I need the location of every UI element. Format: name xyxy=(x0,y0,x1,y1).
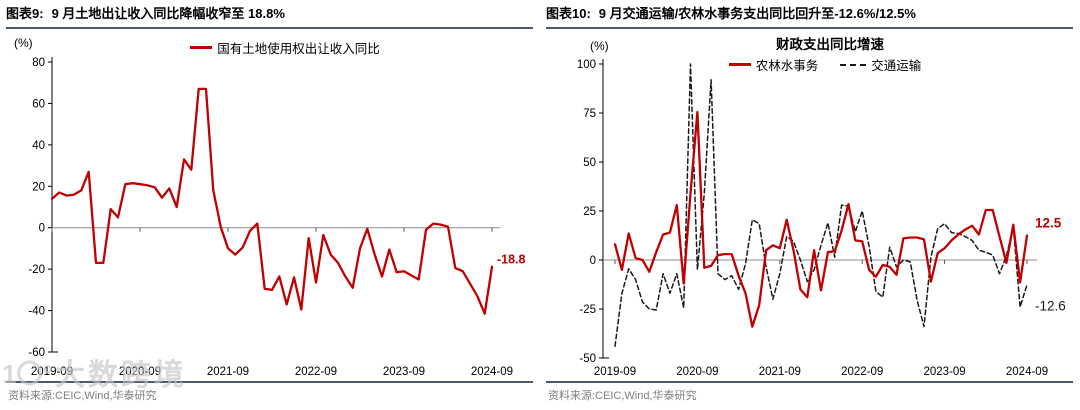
figure-9-panel: 80 60 40 20 0 -20 -40 -60 2019-09 2020-09 2021-09 2… xyxy=(6,4,533,402)
series-end-label-0: 12.5 xyxy=(1035,216,1062,231)
x-tick-label: 2024-09 xyxy=(471,366,513,378)
figure-10-header: 图表10: 9 月交通运输/农林水事务支出同比回升至-12.6%/12.5% xyxy=(546,4,1073,29)
x-tick-label: 2022-09 xyxy=(841,366,883,378)
y-tick-label: 25 xyxy=(583,206,596,218)
x-tick-label: 2019-09 xyxy=(594,366,636,378)
legend-label: 交通运输 xyxy=(871,59,922,73)
y-tick-label: 0 xyxy=(590,255,596,267)
legend-item-agriculture: 农林水事务 xyxy=(728,55,819,74)
figure-10-panel: 100 75 50 25 0 -25 -50 2019-09 2020-09 2021-09 202… xyxy=(540,0,1080,410)
source-note: 资料来源:CEIC,Wind,华泰研究 xyxy=(8,390,157,402)
series-end-label-0: -18.8 xyxy=(497,253,526,267)
x-tick-label: 2023-09 xyxy=(383,366,425,378)
source-note: 资料来源:CEIC,Wind,华泰研究 xyxy=(548,390,697,402)
figure-9-title: 9 月土地出让收入同比降幅收窄至 18.8% xyxy=(51,6,285,21)
dashed-line-swatch-icon xyxy=(840,63,867,66)
x-tick-label: 2020-09 xyxy=(676,366,718,378)
x-tick-label: 2020-09 xyxy=(119,366,161,378)
y-tick-label: -60 xyxy=(28,347,45,359)
y-tick-label: -50 xyxy=(579,353,596,365)
figure-9-header: 图表9: 9 月土地出让收入同比降幅收窄至 18.8% xyxy=(6,4,533,29)
red-line-swatch-icon xyxy=(728,63,751,66)
figure-9-label: 图表9: xyxy=(6,6,44,21)
legend-label: 农林水事务 xyxy=(755,59,819,73)
y-tick-label: 60 xyxy=(32,98,45,110)
y-tick-label: 75 xyxy=(583,108,596,120)
source-divider xyxy=(546,381,1073,383)
y-tick-label: 50 xyxy=(583,157,596,169)
series-line-0 xyxy=(50,87,494,315)
x-tick-label: 2024-09 xyxy=(1006,366,1048,378)
y-tick-label: -25 xyxy=(579,304,596,316)
legend-item-transport: 交通运输 xyxy=(840,55,921,74)
chart-title: 财政支出同比增速 xyxy=(776,37,884,52)
x-tick-label: 2021-09 xyxy=(759,366,801,378)
legend-label: 国有土地使用权出让收入同比 xyxy=(217,42,380,56)
y-tick-label: 20 xyxy=(32,181,45,193)
legend-item-land-revenue: 国有土地使用权出让收入同比 xyxy=(190,38,380,57)
x-tick-label: 2021-09 xyxy=(207,366,249,378)
red-line-swatch-icon xyxy=(190,46,213,49)
figure-10-legend: 农林水事务 交通运输 xyxy=(580,55,1070,74)
figure-10-title: 9 月交通运输/农林水事务支出同比回升至-12.6%/12.5% xyxy=(598,6,916,21)
series-end-label-1: -12.6 xyxy=(1035,299,1066,314)
y-tick-label: -40 xyxy=(28,306,45,318)
figure-10-label: 图表10: xyxy=(546,6,591,21)
x-tick-label: 2023-09 xyxy=(923,366,965,378)
y-tick-label: -20 xyxy=(28,264,45,276)
y-axis-unit-label: (%) xyxy=(14,36,33,50)
y-tick-label: 40 xyxy=(32,140,45,152)
y-tick-label: 80 xyxy=(32,57,45,69)
figure-9-legend: 国有土地使用权出让收入同比 xyxy=(40,38,530,57)
source-divider xyxy=(6,381,533,383)
series-line-0 xyxy=(613,110,1029,328)
y-tick-label: 0 xyxy=(39,223,45,235)
y-axis-unit-label: (%) xyxy=(590,39,609,53)
x-tick-label: 2022-09 xyxy=(295,366,337,378)
y-tick-label: 100 xyxy=(577,59,596,71)
x-tick-label: 2019-09 xyxy=(31,366,73,378)
land-revenue-line-chart: 80 60 40 20 0 -20 -40 -60 2019-09 2020-09 2021-09 2… xyxy=(28,57,526,378)
